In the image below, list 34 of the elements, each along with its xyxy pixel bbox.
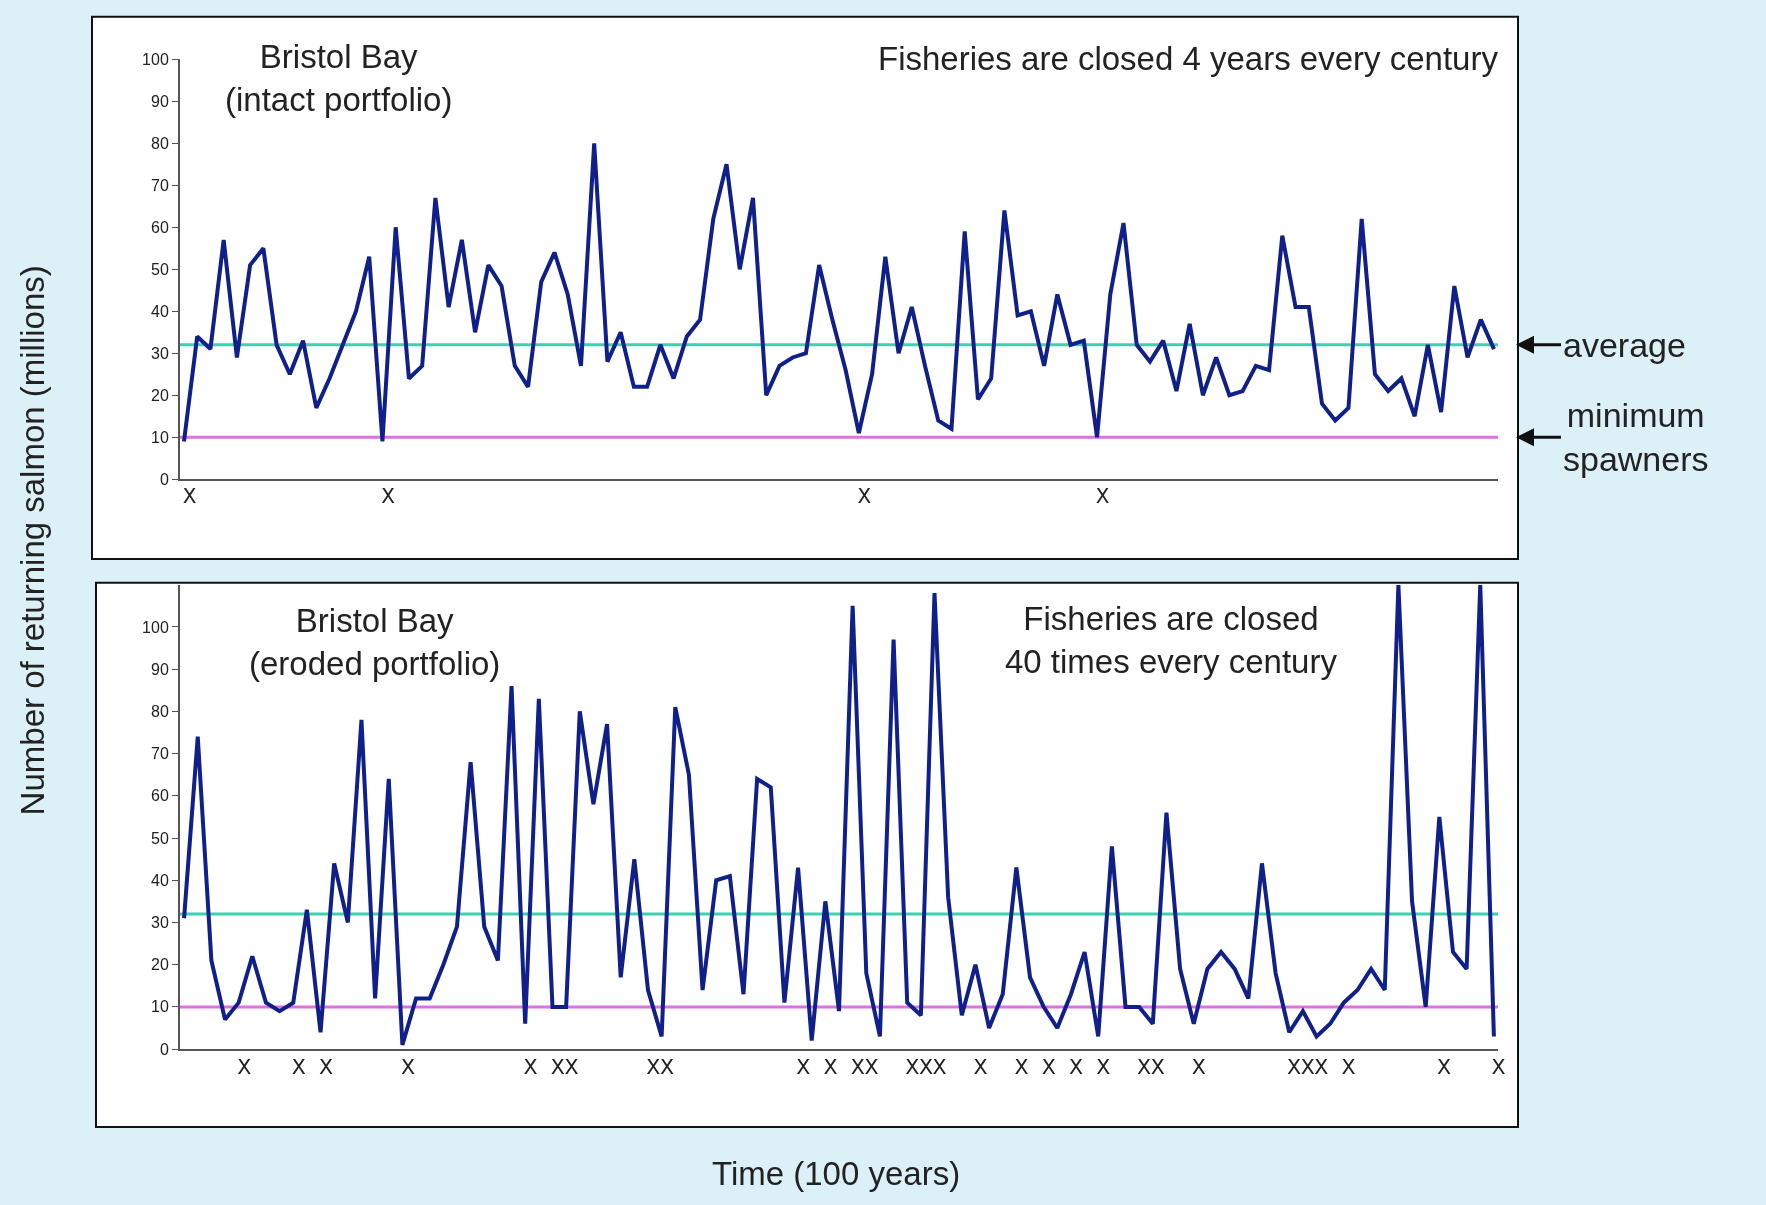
- y-tick-label: 60: [151, 787, 169, 805]
- y-tick-label: 0: [159, 470, 169, 488]
- y-tick-label: 0: [159, 1040, 169, 1058]
- y-tick-label: 100: [142, 50, 169, 68]
- y-tick-label: 100: [142, 618, 169, 636]
- text: X X X X: [183, 485, 1110, 510]
- y-tick-label: 50: [151, 829, 169, 847]
- ref-line-label: minimum spawners: [1563, 396, 1709, 479]
- x-axis-title: Time (100 years): [712, 1155, 961, 1192]
- y-tick-label: 40: [151, 302, 169, 320]
- y-tick-label: 30: [151, 914, 169, 932]
- y-tick-label: 50: [151, 260, 169, 278]
- y-tick-label: 60: [151, 218, 169, 236]
- y-tick-label: 10: [151, 998, 169, 1016]
- annotation: Bristol Bay (intact portfolio): [225, 38, 453, 118]
- annotation: Fisheries are closed 4 years every century: [878, 40, 1499, 77]
- ref-line-label: average: [1563, 326, 1686, 364]
- y-tick-label: 70: [151, 745, 169, 763]
- y-tick-label: 30: [151, 344, 169, 362]
- text: X X X X X XX XX X X XX XXX X X X X X XX X XXX X X X: [183, 1055, 1506, 1081]
- y-tick-label: 10: [151, 428, 169, 446]
- y-tick-label: 20: [151, 386, 169, 404]
- y-tick-label: 70: [151, 176, 169, 194]
- line-series: [181, 141, 1497, 444]
- y-axis-title: Number of returning salmon (millions): [13, 265, 51, 816]
- y-tick-label: 90: [151, 660, 169, 678]
- y-tick-label: 40: [151, 871, 169, 889]
- annotation: Fisheries are closed 40 times every century: [1005, 600, 1338, 680]
- y-tick-label: 90: [151, 92, 169, 110]
- annotation: Bristol Bay (eroded portfolio): [249, 602, 501, 682]
- y-tick-label: 20: [151, 956, 169, 974]
- y-tick-label: 80: [151, 702, 169, 720]
- y-tick-label: 80: [151, 134, 169, 152]
- line-series: [182, 584, 1496, 1047]
